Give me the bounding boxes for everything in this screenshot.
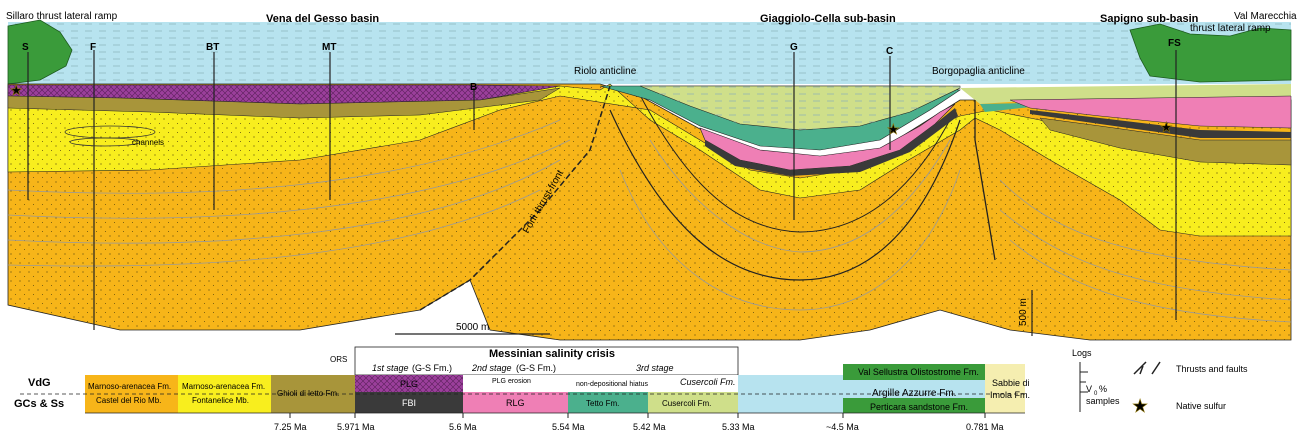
borgopaglia-anticline-label: Borgopaglia anticline	[932, 66, 1025, 77]
legend-logs-title: Logs	[1072, 348, 1092, 358]
argille-label: Argille Azzurre Fm.	[872, 388, 956, 399]
riolo-anticline-label: Riolo anticline	[574, 66, 637, 77]
legend-sulfur-label: Native sulfur	[1176, 401, 1226, 411]
log-label-f: F	[90, 42, 96, 53]
plg-label: PLG	[400, 379, 418, 389]
legend-v0-pct: %	[1099, 384, 1107, 394]
sulfur-star-3: ★	[1160, 119, 1173, 135]
stage3-label: 3rd stage	[636, 363, 674, 373]
msc-box	[354, 346, 739, 376]
legend: Logs V 0 % samples Thrusts and faults ★ …	[1072, 348, 1248, 416]
stratigraphic-chart	[20, 346, 1025, 414]
stage2-fm-label: (G-S Fm.)	[516, 363, 556, 373]
pink-right	[1009, 95, 1292, 129]
ma1-top-label: Marnoso-arenacea Fm.	[88, 382, 171, 391]
age-tick-label: ~4.5 Ma	[826, 422, 859, 432]
basin-gc-label: Giaggiolo-Cella sub-basin	[760, 13, 896, 25]
age-axis	[289, 413, 986, 418]
hiatus-label: non-depositional hiatus	[576, 381, 648, 388]
age-tick-label: 5.42 Ma	[633, 422, 666, 432]
row-label-vdg: VdG	[28, 377, 51, 389]
row-label-gcss: GCs & Ss	[14, 398, 64, 410]
ghioli-label: Ghioli di letto Fm.	[277, 389, 339, 398]
log-label-b: B	[470, 82, 477, 93]
legend-v0-sub: 0	[1094, 391, 1098, 397]
ma2-bot-label: Fontanelice Mb.	[192, 396, 249, 405]
right-ramp-label-2: thrust lateral ramp	[1190, 23, 1271, 34]
ma1-bot-label: Castel del Rio Mb.	[96, 396, 161, 405]
msc-title: Messinian salinity crisis	[489, 348, 615, 360]
legend-thrusts-label: Thrusts and faults	[1176, 364, 1248, 374]
land-left	[7, 19, 73, 85]
olive-right	[1039, 117, 1292, 166]
vertical-scale-label: 500 m	[1018, 298, 1029, 326]
log-label-g: G	[790, 42, 798, 53]
log-columns	[27, 50, 1177, 330]
cross-section: ★ ★ ★	[7, 19, 1292, 341]
sulfur-star-icon: ★	[1132, 396, 1148, 416]
horizontal-scale-label: 5000 m	[456, 322, 489, 333]
legend-v0-label: V	[1086, 384, 1092, 394]
rlg-label: RLG	[506, 398, 525, 408]
stage1-fm-label: (G-S Fm.)	[412, 363, 452, 373]
cusercoli-top-label: Cusercoli Fm.	[680, 377, 736, 387]
perticara-label: Perticara sandstone Fm.	[870, 402, 968, 412]
ors-label: ORS	[330, 355, 347, 364]
log-label-c: C	[886, 46, 893, 57]
strata-lines	[7, 119, 1292, 323]
age-tick-label: 5.54 Ma	[552, 422, 585, 432]
ma2-top-label: Marnoso-arenacea Fm.	[182, 382, 265, 391]
channels-label: channels	[132, 138, 164, 147]
borgopaglia-fault	[974, 100, 996, 261]
sulfur-star-2: ★	[887, 121, 900, 137]
syncline-line-1	[609, 109, 961, 281]
basin-vdg-label: Vena del Gesso basin	[266, 13, 379, 25]
age-tick-label: 0.781 Ma	[966, 422, 1004, 432]
age-tick-label: 5.971 Ma	[337, 422, 375, 432]
olive-left	[7, 87, 561, 119]
tetto-label: Tetto Fm.	[586, 399, 619, 408]
right-ramp-label-1: Val Marecchia	[1234, 11, 1297, 22]
land-right	[1129, 23, 1292, 83]
cusercoli-bot-label: Cusercoli Fm.	[662, 399, 711, 408]
basin-ss-label: Sapigno sub-basin	[1100, 13, 1199, 25]
dark-right	[1030, 110, 1291, 138]
sabbie-label-2: Imola Fm.	[990, 390, 1030, 400]
age-tick-label: 7.25 Ma	[274, 422, 307, 432]
thrust-fault-icon	[1133, 361, 1161, 375]
left-ramp-label: Sillaro thrust lateral ramp	[6, 11, 118, 22]
sabbie-label-1: Sabbie di	[992, 378, 1030, 388]
forli-thrust-front	[419, 85, 611, 311]
sulfur-star-1: ★	[10, 82, 23, 98]
age-tick-label: 5.6 Ma	[449, 422, 477, 432]
sellustra-label: Val Sellustra Olistostrome Fm.	[858, 367, 979, 377]
log-label-fs: FS	[1168, 38, 1181, 49]
syncline-line-2	[639, 94, 956, 233]
stage1-label: 1st stage	[372, 363, 409, 373]
stage2-label: 2nd stage	[471, 363, 512, 373]
log-label-bt: BT	[206, 42, 219, 53]
log-label-s: S	[22, 42, 29, 53]
fbi-label: FBI	[402, 398, 416, 408]
log-label-mt: MT	[322, 42, 336, 53]
age-tick-label: 5.33 Ma	[722, 422, 755, 432]
plg-erosion-label: PLG erosion	[492, 378, 531, 385]
legend-samples-label: samples	[1086, 396, 1120, 406]
